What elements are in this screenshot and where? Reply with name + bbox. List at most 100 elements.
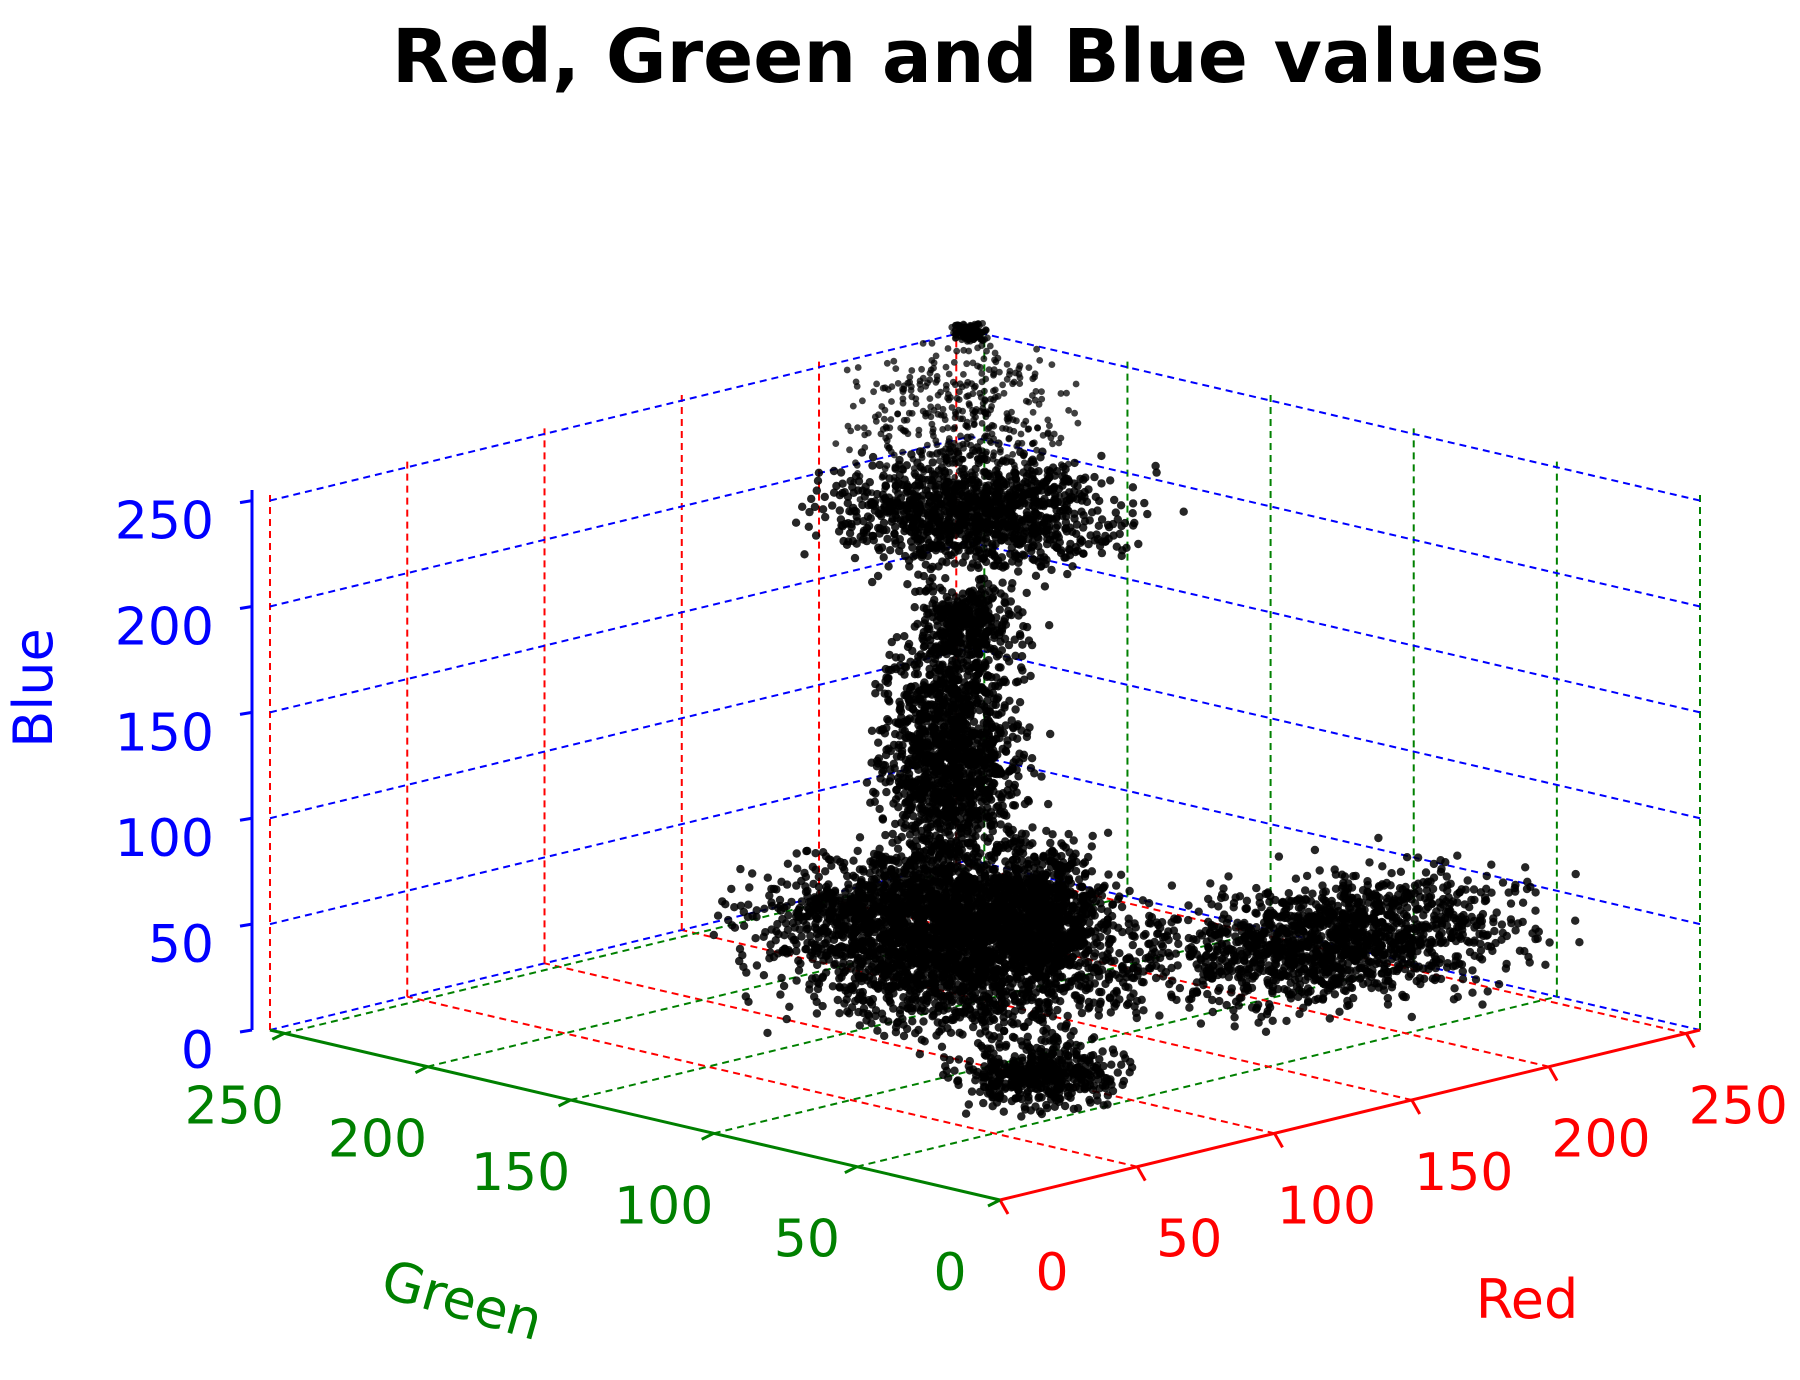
data-point — [994, 470, 1003, 479]
data-point — [849, 856, 858, 865]
data-point — [1040, 494, 1049, 503]
wall-grid-blue-line — [969, 541, 1701, 714]
data-point — [759, 971, 769, 980]
data-point — [768, 901, 777, 911]
data-point — [1122, 543, 1131, 552]
blue-tick-mark — [239, 710, 253, 716]
data-point — [970, 384, 978, 391]
data-point — [885, 432, 893, 440]
data-point — [890, 451, 898, 459]
data-point — [744, 900, 753, 909]
data-point — [938, 557, 947, 566]
data-point — [978, 378, 986, 386]
data-point — [1020, 421, 1028, 428]
data-point — [894, 803, 903, 812]
data-point — [1047, 565, 1056, 575]
data-point — [854, 424, 861, 431]
data-point — [1097, 515, 1107, 524]
data-point — [979, 526, 988, 535]
data-point — [846, 446, 853, 454]
data-point — [879, 553, 888, 562]
data-point — [908, 704, 917, 713]
data-point — [884, 562, 893, 571]
red-tick-mark — [1547, 1065, 1559, 1082]
data-point — [922, 604, 931, 613]
data-point — [1104, 523, 1114, 532]
data-point — [828, 501, 837, 510]
data-point — [1038, 395, 1046, 403]
data-point — [989, 455, 997, 463]
data-point — [958, 464, 967, 474]
data-point — [992, 626, 1001, 635]
data-point — [913, 458, 922, 467]
data-point — [913, 534, 922, 543]
data-point — [1017, 726, 1026, 735]
data-point — [965, 347, 973, 355]
data-point — [894, 489, 903, 498]
data-point — [953, 797, 962, 806]
data-point — [907, 383, 915, 391]
data-point — [992, 528, 1002, 537]
data-point — [938, 586, 947, 595]
data-point — [928, 339, 936, 347]
data-point — [923, 527, 933, 537]
data-point — [1001, 746, 1010, 756]
data-point — [1022, 588, 1031, 598]
data-point — [974, 811, 983, 821]
data-point — [888, 398, 895, 405]
data-point — [985, 503, 994, 513]
data-point — [991, 540, 1000, 549]
data-point — [917, 833, 926, 842]
data-point — [1063, 569, 1072, 579]
data-point — [1036, 548, 1045, 557]
data-point — [1001, 562, 1010, 571]
data-point — [902, 461, 911, 470]
data-point — [972, 739, 981, 748]
data-point — [964, 817, 973, 826]
data-point — [870, 797, 879, 806]
data-point — [1116, 501, 1126, 510]
data-point — [1017, 652, 1027, 661]
data-point — [881, 384, 889, 392]
data-point — [996, 663, 1005, 672]
data-point — [963, 360, 971, 368]
point-cluster — [791, 433, 1188, 595]
data-point — [994, 439, 1003, 448]
data-point — [999, 381, 1006, 389]
data-point — [968, 471, 977, 480]
data-point — [1042, 555, 1051, 564]
data-point — [1019, 750, 1029, 759]
data-point — [960, 725, 969, 734]
data-point — [1018, 550, 1027, 559]
data-point — [857, 448, 867, 457]
data-point — [791, 518, 801, 527]
data-point — [908, 367, 916, 374]
data-point — [958, 558, 967, 567]
data-point — [990, 478, 999, 487]
data-point — [986, 614, 996, 623]
data-point — [849, 402, 857, 410]
data-point — [867, 726, 877, 735]
axis-lines — [239, 490, 1701, 1215]
data-point — [953, 347, 961, 355]
data-point — [939, 405, 947, 413]
data-point — [948, 404, 956, 411]
data-point — [928, 357, 936, 364]
data-point — [814, 468, 824, 477]
data-point — [973, 683, 982, 692]
data-point — [895, 546, 904, 556]
data-point — [868, 531, 878, 541]
data-point — [954, 546, 963, 555]
data-point — [996, 448, 1004, 456]
data-point — [918, 754, 927, 763]
data-point — [1009, 451, 1017, 458]
data-point — [1111, 508, 1121, 517]
data-point — [919, 340, 927, 347]
data-point — [941, 574, 950, 583]
data-point — [918, 634, 927, 643]
data-point — [844, 880, 853, 889]
data-point — [978, 370, 986, 377]
data-point — [918, 365, 925, 373]
data-point — [933, 373, 941, 380]
data-point — [950, 771, 959, 780]
